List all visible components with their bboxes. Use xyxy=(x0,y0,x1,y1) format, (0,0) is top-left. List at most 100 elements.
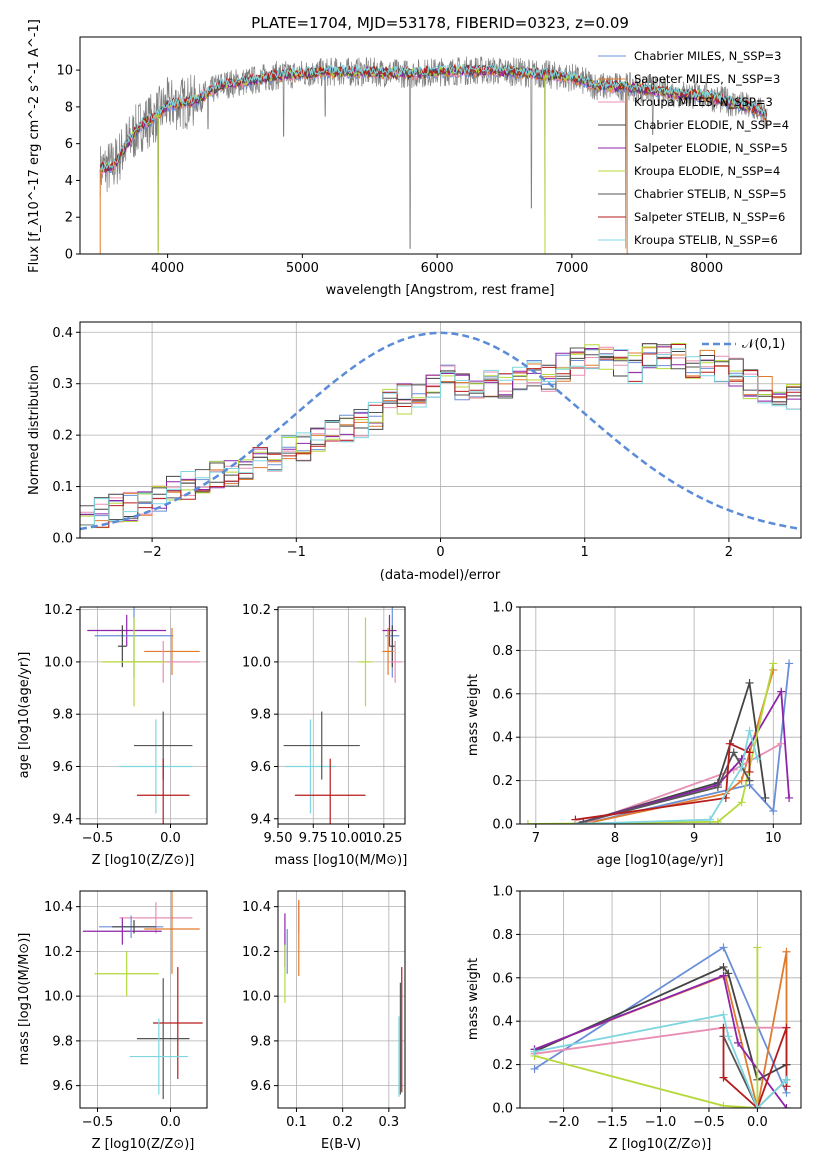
plus-marker xyxy=(753,943,762,952)
mass-vs-z-axes-frame xyxy=(79,890,208,1109)
residuals-xtick-label: −2 xyxy=(143,545,162,560)
mass-vs-ebv-axes-frame xyxy=(277,890,406,1109)
spectrum-xtick-label: 6000 xyxy=(421,261,454,276)
legend-label: Kroupa STELIB, N_SSP=6 xyxy=(634,233,778,247)
plus-marker xyxy=(705,815,714,824)
plus-marker xyxy=(719,1073,728,1082)
legend-label: Chabrier MILES, N_SSP=3 xyxy=(634,49,781,63)
plus-marker xyxy=(753,1104,762,1108)
mass_vs_Z-ytick-label: 10.0 xyxy=(44,990,73,1005)
mass-vs-z-xlabel: Z [log10(Z/Z⊙)] xyxy=(92,1137,195,1152)
legend-label: Kroupa ELODIE, N_SSP=4 xyxy=(634,164,780,178)
legend-label: Chabrier STELIB, N_SSP=5 xyxy=(634,187,786,201)
mw_vs_Z-ytick-label: 0.6 xyxy=(492,971,513,986)
mw-vs-z-ylabel: mass weight xyxy=(466,958,481,1040)
age_vs_Z-ytick-label: 9.6 xyxy=(52,760,73,775)
residuals-panel: −2 −1 0 1 2 0.0 0.1 0.2 0.3 0.4 (data-model)/erro… xyxy=(27,321,802,583)
plus-marker xyxy=(719,971,728,980)
spectrum-xtick-label: 7000 xyxy=(555,261,588,276)
observed-spectrum-line xyxy=(99,56,768,251)
age_vs_Z-ytick-label: 9.8 xyxy=(52,708,73,723)
mw_vs_Z-xtick-label: 0.0 xyxy=(747,1115,768,1130)
age-vs-z-ylabel: age [log10(age/yr)] xyxy=(17,652,32,779)
spectrum-legend: Chabrier MILES, N_SSP=3 Salpeter MILES, N… xyxy=(598,49,789,247)
residuals-ylabel: Normed distribution xyxy=(27,365,42,495)
spectrum-axes-frame xyxy=(79,36,802,255)
mw_vs_age-xtick-label: 10 xyxy=(765,831,782,846)
age_vs_Z-xtick-label: 0.0 xyxy=(160,831,181,846)
plus-marker xyxy=(719,943,728,952)
legend-label: Chabrier ELODIE, N_SSP=4 xyxy=(634,118,789,132)
residuals-ytick-label: 0.0 xyxy=(52,532,73,547)
age_vs_mass-xtick-label: 9.50 xyxy=(264,831,293,846)
spectrum-ytick-label: 2 xyxy=(65,211,73,226)
plus-marker xyxy=(719,1101,728,1108)
age-vs-z-xlabel: Z [log10(Z/Z⊙)] xyxy=(92,853,195,868)
mw-vs-z-panel: −2.0 −1.5 −1.0 −0.5 0.0 0.0 0.2 0.4 0.6 0.8 1.0 Z … xyxy=(466,885,802,1152)
mw_vs_Z-xtick-label: −0.5 xyxy=(693,1115,725,1130)
mass-weight-line xyxy=(722,1027,788,1108)
mw_vs_age-ytick-label: 0.0 xyxy=(492,818,513,833)
plus-marker xyxy=(725,739,734,748)
plus-marker xyxy=(745,726,754,735)
age_vs_mass-xtick-label: 10.25 xyxy=(365,831,402,846)
mass-weight-line xyxy=(583,682,767,823)
mass_vs_Z-ytick-label: 9.8 xyxy=(52,1034,73,1049)
mw_vs_Z-ytick-label: 1.0 xyxy=(492,885,513,900)
mass_vs_ebv-ytick-label: 10.4 xyxy=(242,900,271,915)
mw_vs_age-ytick-label: 0.4 xyxy=(492,731,513,746)
spectrum-xlabel: wavelength [Angstrom, rest frame] xyxy=(326,283,555,298)
residuals-xtick-label: 0 xyxy=(436,545,444,560)
residuals-legend: 𝒩(0,1) xyxy=(702,337,785,352)
plus-marker xyxy=(719,1010,728,1019)
mass_vs_Z-ytick-label: 10.2 xyxy=(44,945,73,960)
plus-marker xyxy=(777,687,786,696)
mw-vs-age-xlabel: age [log10(age/yr)] xyxy=(597,853,724,868)
plus-marker xyxy=(785,793,794,802)
age_vs_mass-ytick-label: 9.6 xyxy=(250,760,271,775)
spectrum-xtick-label: 4000 xyxy=(151,261,184,276)
spectrum-panel: PLATE=1704, MJD=53178, FIBERID=0323, z=0… xyxy=(27,14,802,298)
plus-marker xyxy=(745,748,754,757)
plus-marker xyxy=(782,1075,791,1084)
legend-label: Salpeter ELODIE, N_SSP=5 xyxy=(634,141,788,155)
legend-label: Salpeter STELIB, N_SSP=6 xyxy=(634,210,785,224)
mass_vs_ebv-xtick-label: 0.3 xyxy=(378,1115,399,1130)
residuals-xtick-label: −1 xyxy=(287,545,306,560)
mw_vs_Z-ytick-label: 0.2 xyxy=(492,1058,513,1073)
age_vs_Z-xtick-label: −0.5 xyxy=(82,831,114,846)
plus-marker xyxy=(782,1104,791,1108)
mass_vs_Z-xtick-label: −0.5 xyxy=(82,1115,114,1130)
mw-vs-age-ylabel: mass weight xyxy=(466,674,481,756)
plus-marker xyxy=(745,776,754,785)
age_vs_mass-ytick-label: 10.2 xyxy=(242,603,271,618)
model-spectrum-line xyxy=(99,62,767,172)
spectrum-xtick-label: 5000 xyxy=(286,261,319,276)
plus-marker xyxy=(769,806,778,815)
plus-marker xyxy=(737,776,746,785)
mass_vs_ebv-ytick-label: 10.2 xyxy=(242,945,271,960)
mw_vs_Z-xtick-label: −1.0 xyxy=(645,1115,677,1130)
plus-marker xyxy=(724,969,733,978)
plus-marker xyxy=(713,817,722,824)
age_vs_mass-ytick-label: 9.8 xyxy=(250,708,271,723)
mass_vs_ebv-xtick-label: 0.1 xyxy=(286,1115,307,1130)
mw_vs_age-xtick-label: 7 xyxy=(532,831,540,846)
age-vs-mass-axes-frame xyxy=(277,606,406,825)
mw_vs_age-ytick-label: 0.8 xyxy=(492,644,513,659)
mass-vs-ebv-xlabel: E(B-V) xyxy=(321,1137,361,1152)
mass_vs_Z-ytick-label: 9.6 xyxy=(52,1079,73,1094)
mass_vs_ebv-ytick-label: 9.6 xyxy=(250,1079,271,1094)
mw_vs_Z-ytick-label: 0.4 xyxy=(492,1015,513,1030)
plus-marker xyxy=(530,1064,539,1073)
mw_vs_age-ytick-label: 0.2 xyxy=(492,774,513,789)
mw-vs-z-xlabel: Z [log10(Z/Z⊙)] xyxy=(609,1137,712,1152)
spectrum-ylabel: Flux [f_λ10^-17 erg cm^-2 s^-1 A^-1] xyxy=(27,19,42,273)
residuals-xlabel: (data-model)/error xyxy=(380,568,501,583)
spectrum-ytick-label: 4 xyxy=(65,174,73,189)
plus-marker xyxy=(753,754,762,763)
residual-histogram-step xyxy=(80,348,801,526)
mw_vs_age-ytick-label: 0.6 xyxy=(492,687,513,702)
